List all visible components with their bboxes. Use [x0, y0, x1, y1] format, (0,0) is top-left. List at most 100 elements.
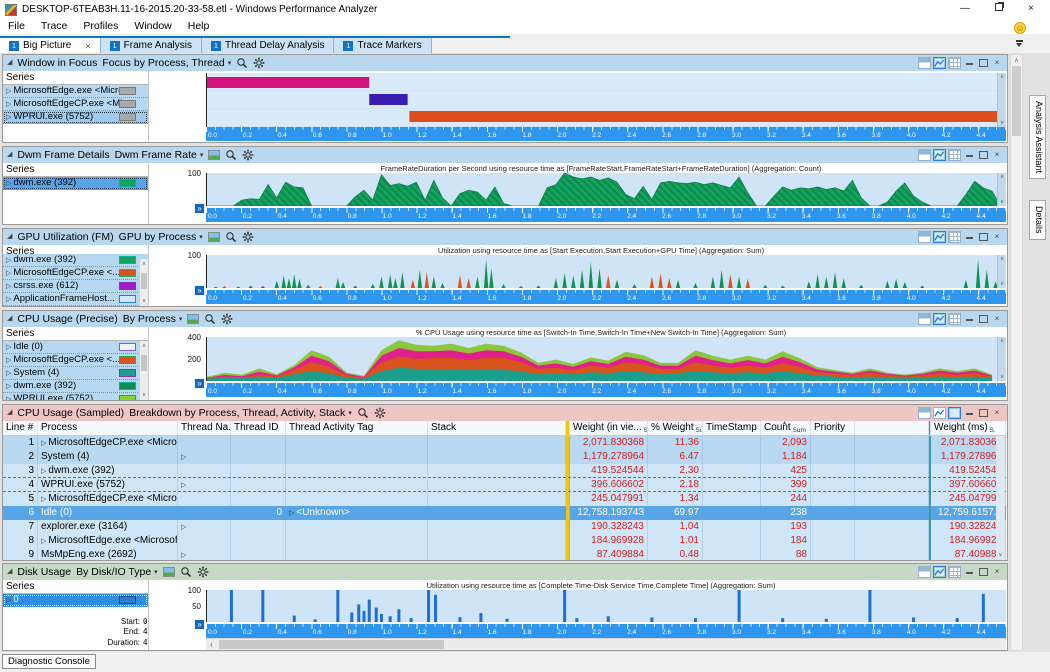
gpu-plot[interactable]: ∧ ∨ [206, 255, 1006, 288]
expander-icon[interactable]: ▷ [6, 180, 12, 187]
expander-icon[interactable]: ▷ [6, 357, 12, 364]
combo-view-icon[interactable] [918, 57, 931, 69]
menu-item-file[interactable]: File [8, 20, 25, 32]
cpu-plot[interactable]: ∧ ∨ [206, 337, 1006, 381]
series-item[interactable]: ▷ WPRUI.exe (5752) [3, 111, 148, 124]
gear-icon[interactable] [242, 231, 254, 243]
collapse-icon[interactable]: ◢ [7, 233, 13, 240]
axis-toggle-button[interactable]: » [194, 285, 205, 296]
series-item[interactable]: ▷ dwm.exe (392) [3, 380, 148, 393]
series-item[interactable]: ▷ dwm.exe (392) [3, 254, 148, 267]
series-item[interactable]: ▷ MicrosoftEdgeCP.exe <... [3, 354, 148, 367]
series-item[interactable]: ▷ ApplicationFrameHost... [3, 293, 148, 306]
combo-view-icon[interactable] [918, 231, 931, 243]
expander-icon[interactable]: ▷ [6, 270, 12, 277]
column-header-thread_id[interactable]: Thread ID [231, 421, 286, 435]
tab-trace-markers[interactable]: 1 Trace Markers [334, 38, 432, 53]
panel-close-icon[interactable]: × [994, 408, 1000, 417]
panel-close-icon[interactable]: × [994, 232, 1000, 241]
plot-scrollbar[interactable]: ∧ ∨ [997, 173, 1006, 206]
time-ruler[interactable]: 0.0 0.2 0.4 0.6 0.8 1.0 1.2 1.4 1.6 1.8 2.0 2.2 2.4 2… [206, 383, 1006, 397]
menu-item-profiles[interactable]: Profiles [83, 20, 119, 32]
graph-image-icon[interactable] [187, 314, 200, 324]
table-row[interactable]: 4 WPRUI.exe (5752) ▷ 396.606602 2.18 399 397.6… [3, 478, 1006, 492]
menu-item-window[interactable]: Window [134, 20, 172, 32]
graph-image-icon[interactable] [162, 567, 175, 577]
expander-icon[interactable]: ▷ [181, 482, 187, 489]
gear-icon[interactable] [253, 57, 265, 69]
column-header-line[interactable]: Line # [3, 421, 38, 435]
axis-toggle-button[interactable]: » [194, 203, 205, 214]
table-row[interactable]: 7 explorer.exe (3164) ▷ 190.328243 1.04 193 19… [3, 520, 1006, 534]
expander-icon[interactable]: ▷ [6, 383, 12, 390]
focus-plot[interactable]: ∧ ∨ [206, 73, 1006, 127]
tab-analysis-assistant[interactable]: Analysis Assistant [1029, 95, 1046, 180]
plot-scrollbar[interactable]: ∧ ∨ [997, 337, 1006, 381]
column-header-stack[interactable]: Stack [428, 421, 566, 435]
panel-close-icon[interactable]: × [994, 58, 1000, 67]
search-icon[interactable] [225, 149, 237, 161]
expander-icon[interactable]: ▷ [6, 114, 12, 121]
panel-maximize-icon[interactable] [977, 149, 989, 161]
series-item[interactable]: ▷ 0 [3, 594, 148, 607]
view-preset-dropdown[interactable]: By Process ▾ [122, 313, 183, 325]
gear-icon[interactable] [197, 566, 209, 578]
graph-image-icon[interactable] [207, 232, 220, 242]
series-item[interactable]: ▷ csrss.exe (612) [3, 280, 148, 293]
search-icon[interactable] [236, 57, 248, 69]
time-ruler[interactable]: 0.0 0.2 0.4 0.6 0.8 1.0 1.2 1.4 1.6 1.8 2.0 2.2 2.4 2… [206, 127, 1006, 141]
column-header-bar[interactable] [566, 421, 570, 435]
panel-close-icon[interactable]: × [994, 150, 1000, 159]
search-icon[interactable] [225, 231, 237, 243]
table-view-icon[interactable] [948, 566, 961, 578]
axis-toggle-button[interactable]: » [194, 619, 205, 630]
series-item[interactable]: ▷ MicrosoftEdgeCP.exe <Mi... [3, 98, 148, 111]
table-view-icon[interactable] [948, 313, 961, 325]
collapse-icon[interactable]: ◢ [7, 409, 13, 416]
series-scrollbar[interactable]: ∧ ∨ [139, 259, 148, 306]
axis-toggle-button[interactable]: » [194, 378, 205, 389]
combo-view-icon[interactable] [918, 149, 931, 161]
expander-icon[interactable]: ▷ [6, 296, 12, 303]
graph-image-icon[interactable] [208, 150, 221, 160]
scrollbar-thumb[interactable] [1012, 66, 1021, 136]
horizontal-scrollbar[interactable]: ‹ [206, 638, 1006, 650]
expander-icon[interactable]: ▷ [6, 88, 12, 95]
expander-icon[interactable]: ▷ [6, 257, 12, 264]
panel-maximize-icon[interactable] [977, 407, 989, 419]
table-view-icon[interactable] [948, 149, 961, 161]
combo-view-icon[interactable] [918, 566, 931, 578]
expander-icon[interactable]: ▷ [181, 524, 187, 531]
time-ruler[interactable]: 0.0 0.2 0.4 0.6 0.8 1.0 1.2 1.4 1.6 1.8 2.0 2.2 2.4 2… [206, 624, 1006, 638]
collapse-icon[interactable]: ◢ [7, 59, 13, 66]
expander-icon[interactable]: ▷ [6, 283, 12, 290]
time-ruler[interactable]: 0.0 0.2 0.4 0.6 0.8 1.0 1.2 1.4 1.6 1.8 2.0 2.2 2.4 2… [206, 290, 1006, 304]
panel-minimize-icon[interactable] [963, 566, 975, 578]
chart-view-icon[interactable] [933, 313, 946, 325]
chart-view-icon[interactable] [933, 231, 946, 243]
combo-view-icon[interactable] [918, 407, 931, 419]
scrollbar-thumb[interactable] [219, 640, 444, 649]
series-scrollbar[interactable]: ∧ ∨ [139, 341, 148, 400]
table-view-icon[interactable] [948, 407, 961, 419]
column-header-process[interactable]: Process [38, 421, 178, 435]
column-header-activity[interactable]: Thread Activity Tag [286, 421, 428, 435]
view-preset-dropdown[interactable]: Breakdown by Process, Thread, Activity, … [129, 407, 352, 419]
chart-view-icon[interactable] [933, 149, 946, 161]
expander-icon[interactable]: ▷ [41, 468, 47, 475]
panel-close-icon[interactable]: × [994, 314, 1000, 323]
column-header-pct[interactable]: % Weight Sum [648, 421, 703, 435]
panel-close-icon[interactable]: × [994, 567, 1000, 576]
scroll-left-icon[interactable]: ‹ [210, 640, 213, 649]
panel-minimize-icon[interactable] [963, 231, 975, 243]
search-icon[interactable] [180, 566, 192, 578]
column-header-thread_name[interactable]: Thread Na... [178, 421, 231, 435]
collapse-icon[interactable]: ◢ [7, 151, 13, 158]
expander-icon[interactable]: ▷ [289, 510, 295, 517]
expander-icon[interactable]: ▷ [41, 440, 47, 447]
expander-icon[interactable]: ▷ [181, 552, 187, 559]
expander-icon[interactable]: ▷ [6, 396, 12, 400]
expander-icon[interactable]: ▷ [181, 454, 187, 461]
main-vertical-scrollbar[interactable]: ∧ [1010, 54, 1023, 651]
